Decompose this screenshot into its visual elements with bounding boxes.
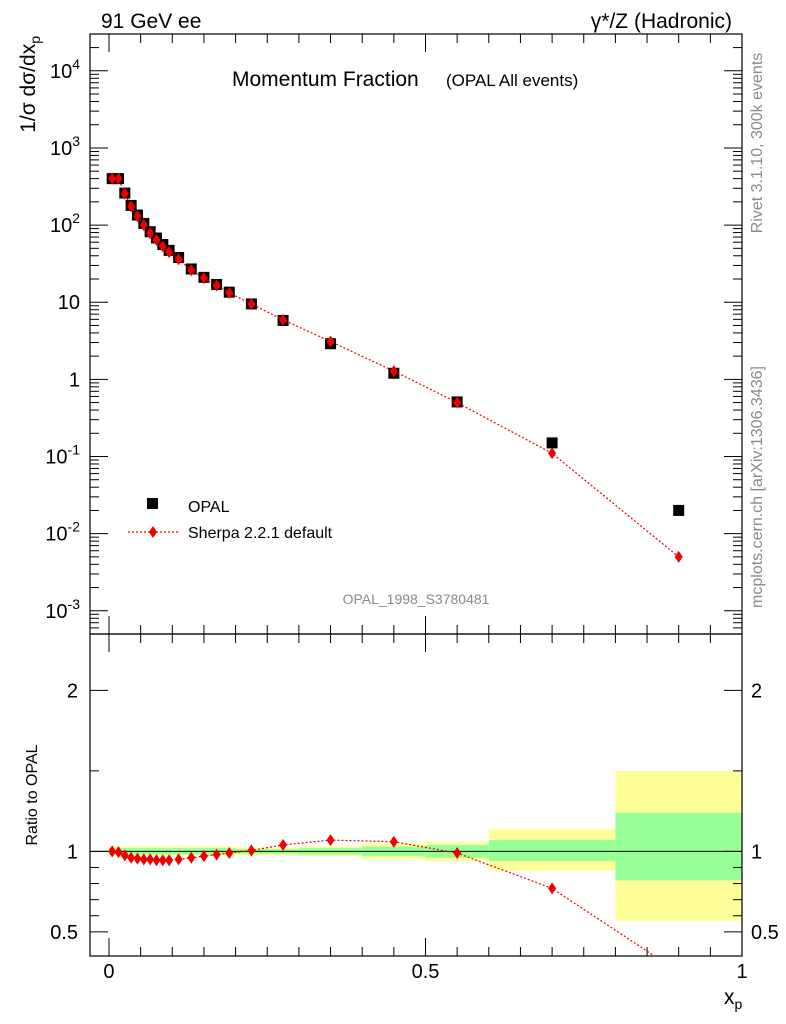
ratio-sherpa-point xyxy=(158,854,167,867)
ratio-sherpa-point xyxy=(146,853,155,866)
main-marks xyxy=(106,172,685,563)
ratio-sherpa-point xyxy=(187,851,196,864)
ratio-sherpa-point xyxy=(453,846,462,859)
x-tick-label: 0.5 xyxy=(412,961,440,983)
sherpa-line xyxy=(112,178,680,558)
ratio-sherpa-point xyxy=(120,849,129,862)
sherpa-point xyxy=(674,550,683,563)
ratio-sherpa-point xyxy=(174,853,183,866)
legend-marker-opal xyxy=(147,498,158,509)
legend-marker-sherpa xyxy=(149,526,157,538)
header-left: 91 GeV ee xyxy=(101,10,201,33)
sherpa-point xyxy=(158,240,167,253)
sherpa-point xyxy=(114,172,123,185)
sherpa-point xyxy=(389,365,398,378)
ratio-y-tick-label: 1 xyxy=(67,841,78,863)
ratio-sherpa-point xyxy=(152,854,161,867)
sherpa-point xyxy=(548,447,557,460)
sherpa-point xyxy=(120,187,129,200)
ratio-y-label: Ratio to OPAL xyxy=(24,744,41,845)
ratio-sherpa-point xyxy=(326,834,335,847)
x-tick-label: 0 xyxy=(103,961,114,983)
sherpa-point xyxy=(279,313,288,326)
sherpa-point xyxy=(146,227,155,240)
y-axis-label: 1/σ dσ/dxp xyxy=(17,36,43,133)
sherpa-point xyxy=(453,396,462,409)
ratio-sherpa-point xyxy=(212,848,221,861)
x-tick-label: 1 xyxy=(736,961,747,983)
ratio-sherpa-point xyxy=(108,845,117,858)
ratio-sherpa-point xyxy=(279,838,288,851)
legend-label-opal: OPAL xyxy=(188,499,230,516)
legend-label-sherpa: Sherpa 2.2.1 default xyxy=(188,525,333,542)
ratio-panel: 0.5 0.51 12 20 0.5 1 Ratio to OPAL xp xyxy=(24,633,779,1012)
main-title: Momentum Fraction xyxy=(232,68,419,91)
opal-point xyxy=(673,504,685,516)
ratio-frame xyxy=(89,633,743,957)
ratio-axes: 0.5 0.51 12 20 0.5 1 xyxy=(50,633,779,983)
y-tick-label: 10-1 xyxy=(45,442,80,469)
main-subtitle: (OPAL All events) xyxy=(446,71,578,90)
ratio-sherpa-point xyxy=(199,850,208,863)
ratio-marks xyxy=(108,834,655,957)
ratio-y-tick-label-right: 2 xyxy=(751,680,762,702)
sherpa-point xyxy=(152,234,161,247)
y-tick-label: 1 xyxy=(69,369,80,391)
uncertainty-band-inner xyxy=(615,812,742,881)
y-tick-label: 10 xyxy=(58,292,80,314)
legend: OPAL Sherpa 2.2.1 default xyxy=(128,498,333,542)
ratio-sherpa-point xyxy=(247,844,256,857)
y-tick-label: 103 xyxy=(50,133,80,160)
ratio-y-tick-label: 0.5 xyxy=(50,922,78,944)
ratio-sherpa-point xyxy=(133,852,142,865)
analysis-watermark: OPAL_1998_S3780481 xyxy=(343,591,490,607)
sherpa-point xyxy=(326,335,335,348)
sherpa-point xyxy=(165,246,174,259)
sherpa-point xyxy=(247,297,256,310)
sherpa-point xyxy=(225,286,234,299)
ratio-sherpa-point xyxy=(548,882,557,895)
ratio-sherpa-line xyxy=(112,839,655,957)
y-tick-label: 10-2 xyxy=(45,519,80,546)
ratio-sherpa-point xyxy=(389,835,398,848)
sherpa-point xyxy=(127,200,136,213)
sherpa-point xyxy=(187,264,196,277)
sherpa-point xyxy=(199,272,208,285)
ratio-sherpa-point xyxy=(127,851,136,864)
sherpa-point xyxy=(133,210,142,223)
uncertainty-band-inner xyxy=(488,840,616,862)
sherpa-point xyxy=(108,172,117,185)
y-tick-label: 104 xyxy=(50,56,80,83)
opal-point xyxy=(546,437,558,449)
y-tick-label: 102 xyxy=(50,210,80,237)
sherpa-point xyxy=(212,279,221,292)
ratio-y-tick-label-right: 1 xyxy=(751,841,762,863)
ratio-sherpa-point xyxy=(114,846,123,859)
ratio-sherpa-point xyxy=(139,853,148,866)
sherpa-point xyxy=(139,219,148,232)
mcplots-label: mcplots.cern.ch [arXiv:1306.3436] xyxy=(749,366,766,608)
ratio-y-tick-label: 2 xyxy=(67,680,78,702)
rivet-label: Rivet 3.1.10, 300k events xyxy=(749,53,766,234)
sherpa-point xyxy=(174,253,183,266)
header-right: γ*/Z (Hadronic) xyxy=(591,10,732,33)
ratio-y-tick-label-right: 0.5 xyxy=(751,922,779,944)
y-tick-label: 10-3 xyxy=(45,596,80,623)
ratio-sherpa-point xyxy=(165,854,174,867)
ratio-sherpa-point xyxy=(225,846,234,859)
